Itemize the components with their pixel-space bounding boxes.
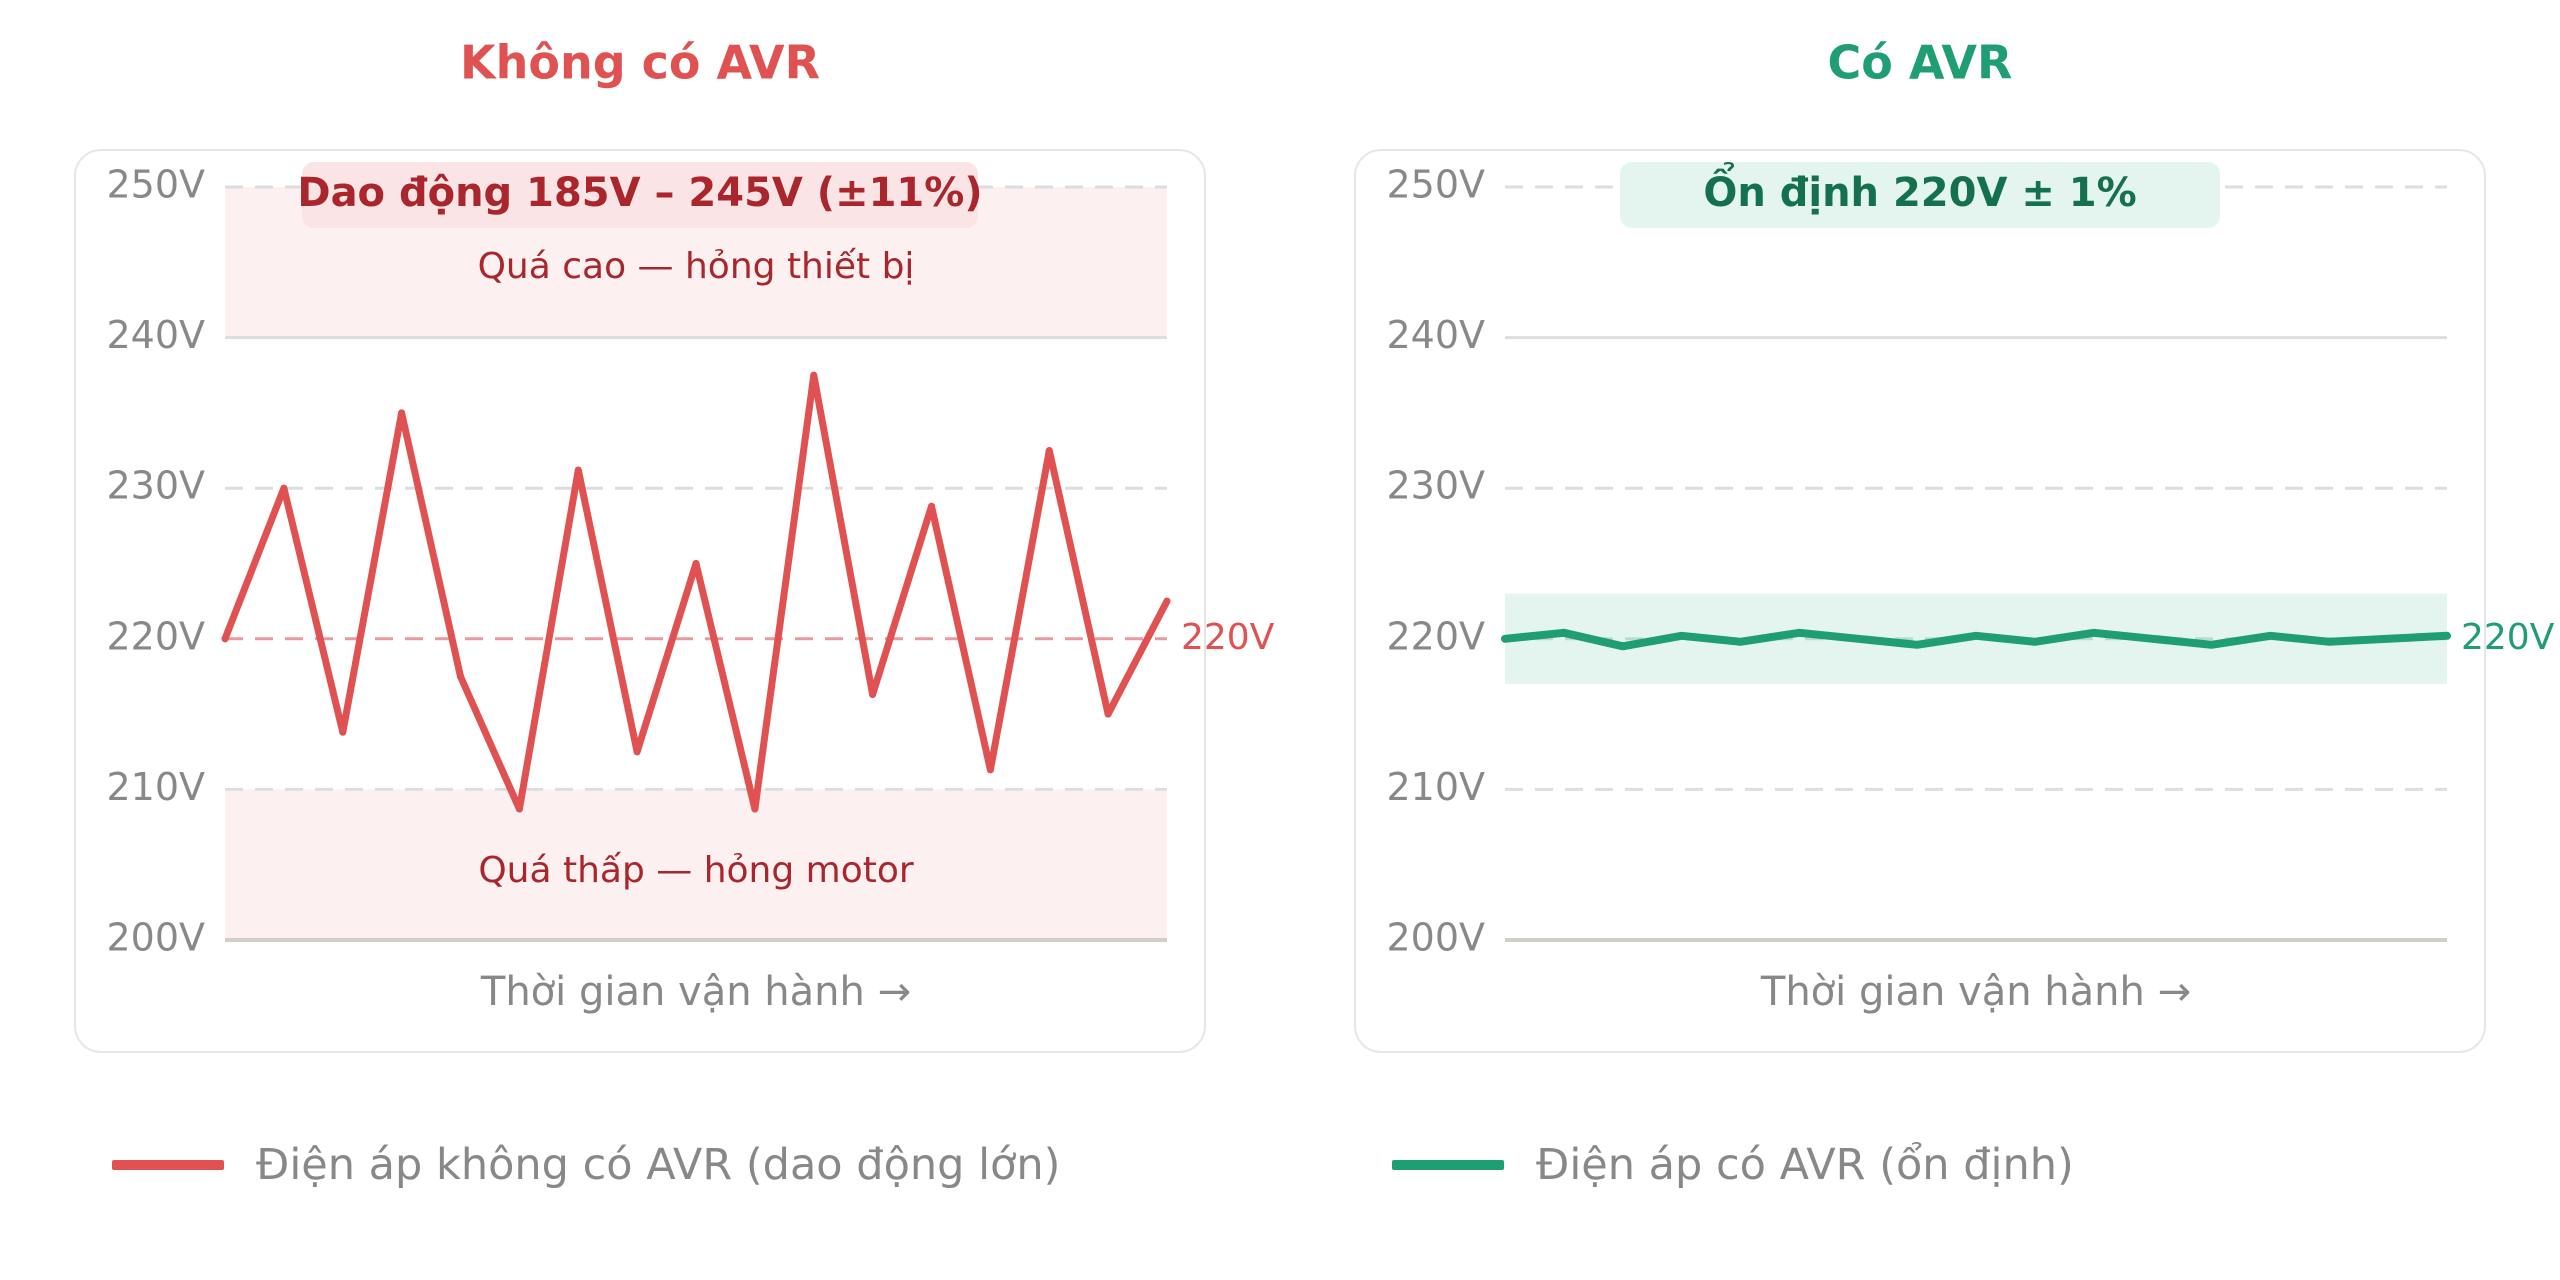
legend-swatch-red xyxy=(112,1160,224,1170)
x-axis-label: Thời gian vận hành → xyxy=(480,969,911,1015)
data-point xyxy=(2090,629,2098,637)
data-point xyxy=(1045,447,1053,455)
x-axis-label: Thời gian vận hành → xyxy=(1760,969,2191,1015)
data-point xyxy=(1913,641,1921,649)
data-point xyxy=(928,502,935,510)
data-point xyxy=(2266,632,2274,640)
data-point xyxy=(1737,638,1744,646)
y-tick-label: 210V xyxy=(106,765,205,809)
legend-label-with-avr: Điện áp có AVR (ổn định) xyxy=(1536,1140,2074,1190)
data-point xyxy=(339,728,347,736)
data-point xyxy=(2208,641,2215,649)
data-point xyxy=(280,484,288,492)
badge-box xyxy=(1620,162,2220,228)
data-point xyxy=(1619,642,1627,650)
zone-label-too-high: Quá cao — hỏng thiết bị xyxy=(478,246,915,287)
y-tick-label: 230V xyxy=(106,464,205,508)
reference-line-label: 220V xyxy=(2461,617,2555,658)
chart-no-avr: Không có AVR 200V 210V 220V 230V 240V 250V Quá … xyxy=(74,36,1275,1053)
chart-title: Không có AVR xyxy=(460,36,820,90)
data-point xyxy=(1972,632,1980,640)
data-point xyxy=(1795,629,1803,637)
badge-text: Ổn định 220V ± 1% xyxy=(1703,161,2136,216)
data-point xyxy=(515,805,523,813)
zone-too-low xyxy=(225,789,1167,940)
chart-title: Có AVR xyxy=(1828,36,2013,90)
data-point xyxy=(869,691,877,699)
data-point xyxy=(1678,632,1686,640)
data-point xyxy=(633,748,641,756)
data-point xyxy=(2443,632,2451,640)
data-point xyxy=(574,466,582,474)
data-point xyxy=(2384,635,2392,643)
legend-label-no-avr: Điện áp không có AVR (dao động lớn) xyxy=(256,1140,1061,1190)
badge-box xyxy=(302,162,978,228)
y-tick-label: 240V xyxy=(1386,313,1485,357)
data-point xyxy=(2325,638,2333,646)
data-point xyxy=(2149,635,2157,643)
badge-text: Dao động 185V – 245V (±11%) xyxy=(297,170,982,216)
data-point xyxy=(1163,597,1171,605)
legend-swatch-green xyxy=(1392,1160,1504,1170)
reference-line-label: 220V xyxy=(1181,617,1275,658)
chart-with-avr: Có AVR 200V 210V 220V 230V 240V 250V 220V Ổn địn… xyxy=(1354,36,2555,1053)
legend-item-with-avr: Điện áp có AVR (ổn định) xyxy=(1392,1130,2074,1200)
data-point xyxy=(1104,710,1112,718)
data-point xyxy=(986,766,994,774)
data-point xyxy=(398,409,406,417)
data-point xyxy=(1560,629,1568,637)
data-point xyxy=(457,672,464,680)
y-tick-label: 200V xyxy=(1386,916,1485,960)
data-point xyxy=(751,805,759,813)
y-tick-label: 250V xyxy=(106,163,205,207)
data-point xyxy=(810,371,818,379)
y-tick-label: 200V xyxy=(106,916,205,960)
y-tick-label: 240V xyxy=(106,313,205,357)
legend-item-no-avr: Điện áp không có AVR (dao động lớn) xyxy=(112,1130,1060,1200)
data-point xyxy=(221,635,229,643)
data-point xyxy=(692,560,700,567)
y-tick-label: 210V xyxy=(1386,765,1485,809)
data-point xyxy=(2031,638,2039,646)
y-tick-label: 220V xyxy=(106,614,205,658)
y-tick-label: 230V xyxy=(1386,464,1485,508)
zone-label-too-low: Quá thấp — hỏng motor xyxy=(478,850,914,891)
y-tick-label: 250V xyxy=(1386,163,1485,207)
y-tick-label: 220V xyxy=(1386,614,1485,658)
data-point xyxy=(1854,635,1862,643)
data-point xyxy=(1501,635,1509,643)
